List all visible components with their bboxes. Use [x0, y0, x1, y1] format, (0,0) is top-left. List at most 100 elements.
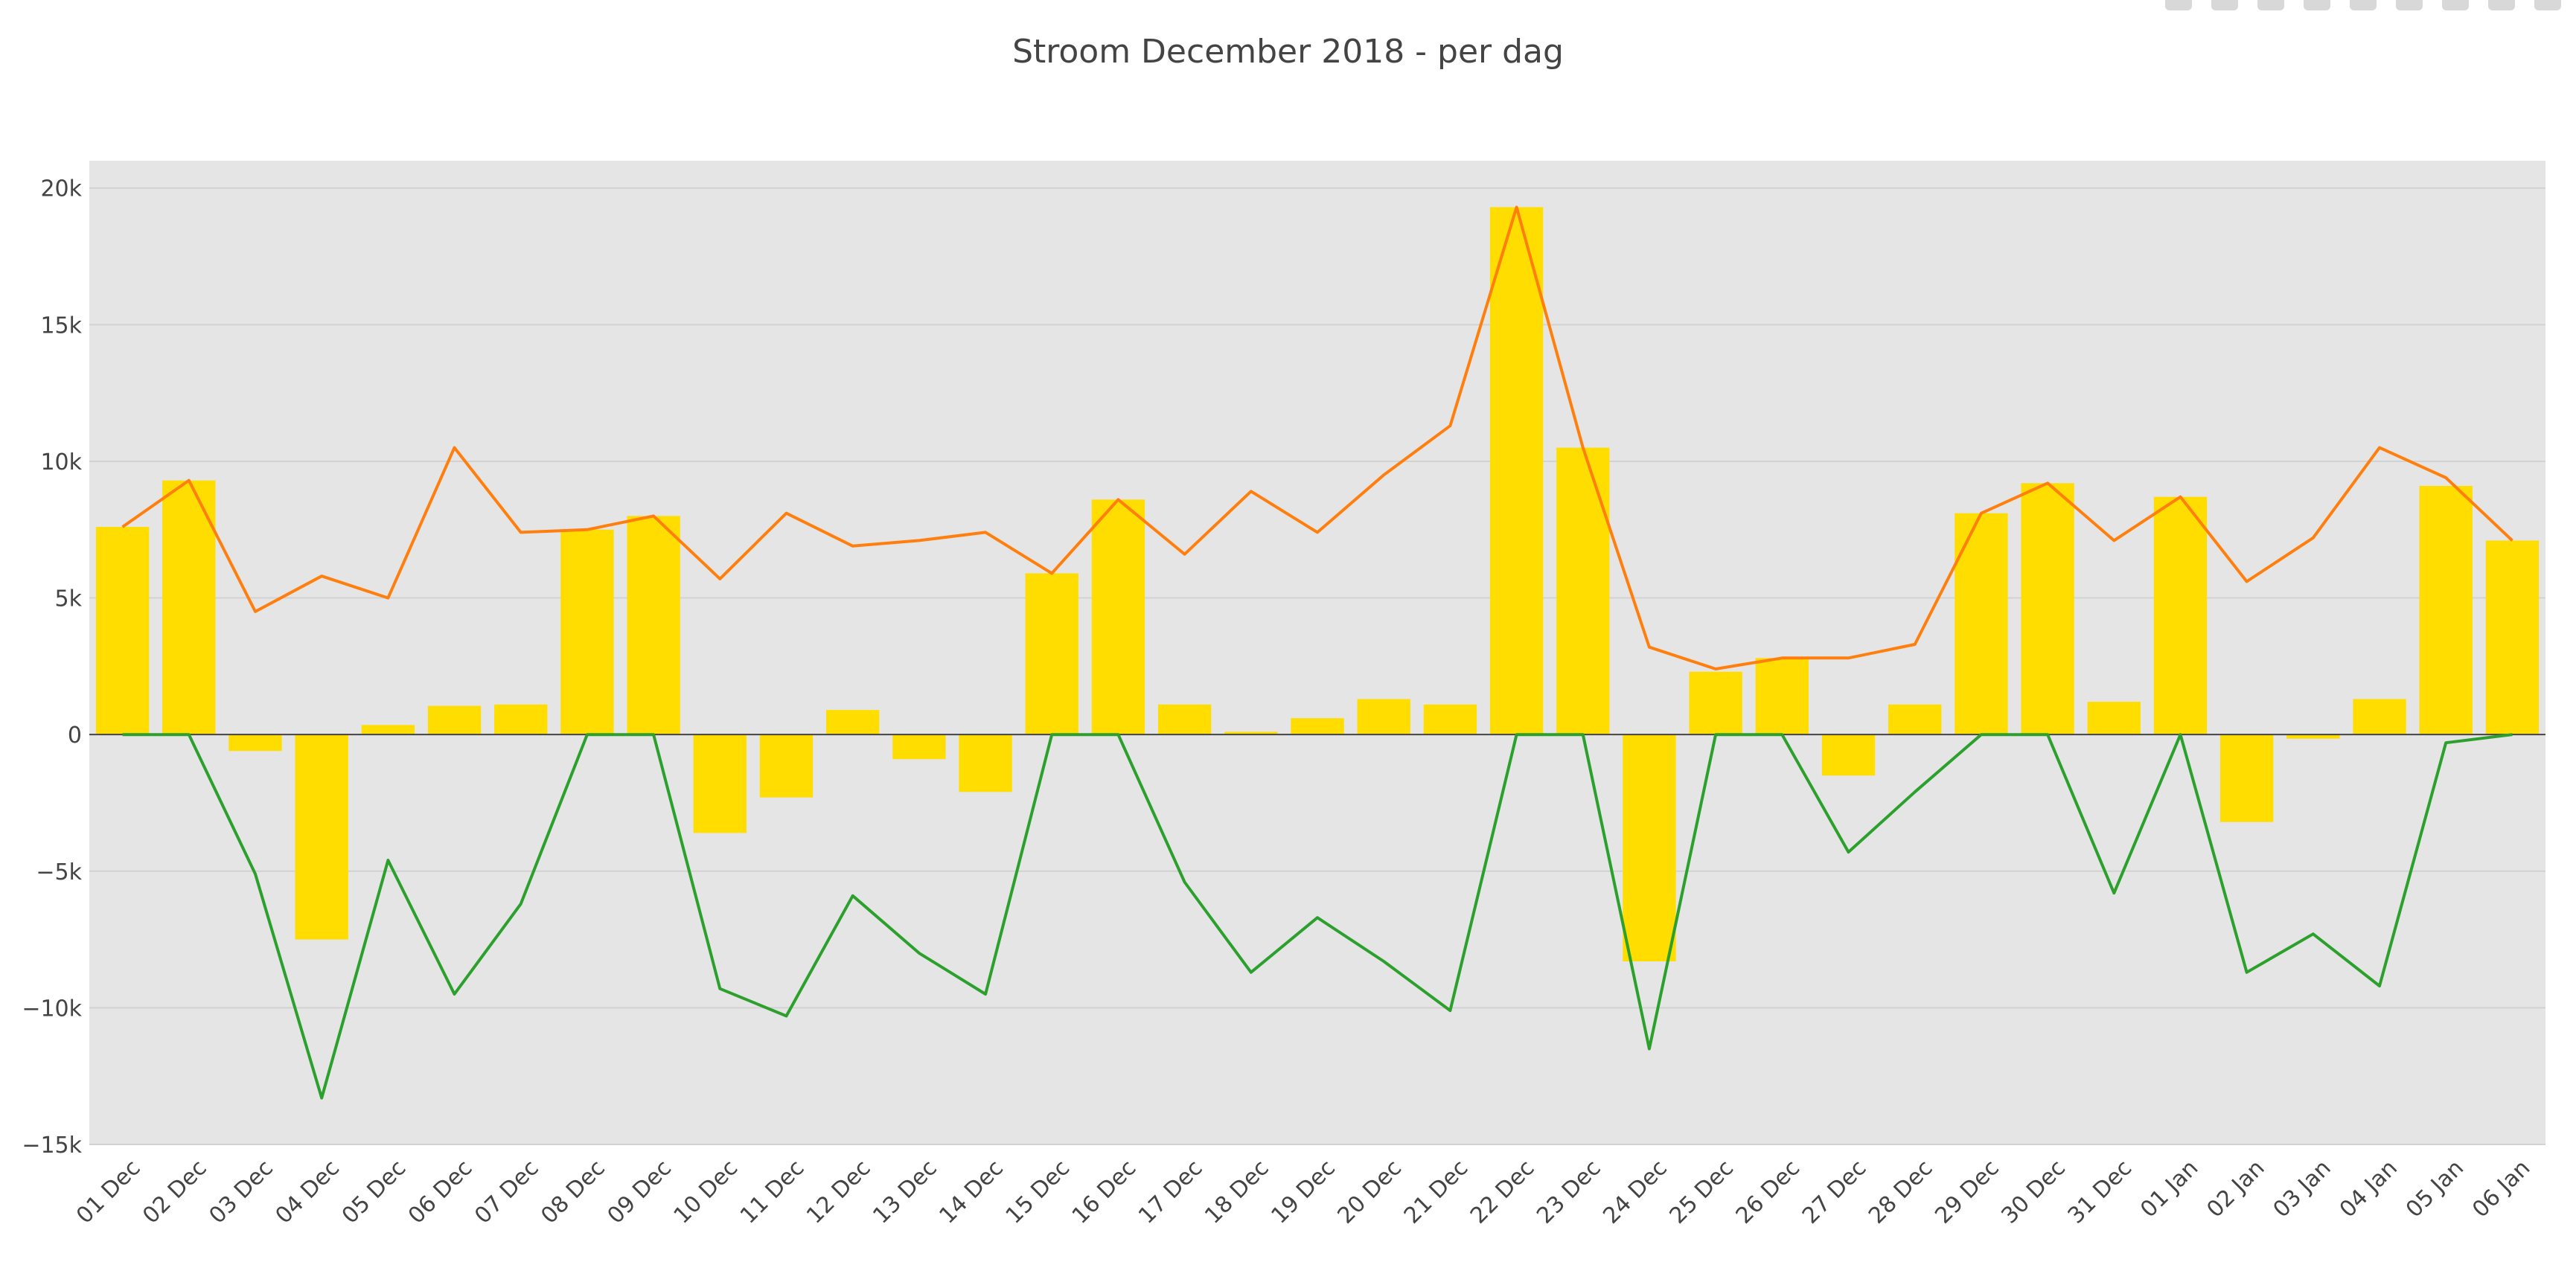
bar[interactable] [1888, 704, 1942, 735]
x-tick-label: 28 Dec [1864, 1155, 1938, 1229]
y-tick-label: −15k [22, 1133, 82, 1159]
x-tick-label: 11 Dec [735, 1155, 810, 1229]
bar[interactable] [2021, 483, 2074, 735]
x-tick-label: 06 Dec [403, 1155, 478, 1229]
x-tick-label: 02 Jan [2202, 1155, 2269, 1223]
x-tick-label: 05 Dec [337, 1155, 412, 1229]
zoom-icon[interactable] [2211, 0, 2238, 10]
bar[interactable] [2087, 702, 2141, 735]
x-tick-label: 08 Dec [536, 1155, 610, 1229]
bar[interactable] [1423, 704, 1477, 735]
x-tick-label: 01 Jan [2135, 1155, 2203, 1223]
bar[interactable] [1689, 671, 1742, 735]
x-tick-label: 07 Dec [470, 1155, 544, 1229]
x-tick-label: 23 Dec [1532, 1155, 1606, 1229]
x-tick-label: 24 Dec [1598, 1155, 1672, 1229]
x-tick-label: 04 Dec [271, 1155, 345, 1229]
bar[interactable] [1955, 513, 2008, 735]
zoom-in-icon[interactable] [2396, 0, 2423, 10]
x-tick-label: 04 Jan [2335, 1155, 2403, 1223]
chart-title: Stroom December 2018 - per dag [1012, 33, 1564, 71]
x-tick-label: 18 Dec [1200, 1155, 1274, 1229]
bar[interactable] [560, 529, 614, 735]
bar[interactable] [2286, 734, 2340, 739]
y-tick-label: 10k [40, 449, 82, 475]
x-tick-label: 06 Jan [2467, 1155, 2535, 1223]
bar[interactable] [1025, 573, 1078, 735]
bar[interactable] [1556, 447, 1610, 735]
zoom-out-icon[interactable] [2442, 0, 2469, 10]
bar[interactable] [228, 734, 282, 752]
bar[interactable] [2353, 699, 2406, 735]
bar[interactable] [759, 734, 814, 798]
bar[interactable] [1357, 699, 1410, 735]
bar[interactable] [627, 516, 680, 735]
y-tick-label: 20k [40, 176, 82, 202]
bar[interactable] [1623, 734, 1676, 961]
bar[interactable] [2419, 485, 2473, 735]
reset-axes-icon[interactable] [2534, 0, 2561, 10]
x-tick-label: 17 Dec [1134, 1155, 1208, 1229]
x-tick-label: 05 Jan [2401, 1155, 2469, 1223]
bar[interactable] [892, 734, 946, 760]
bar[interactable] [959, 734, 1012, 792]
bar[interactable] [826, 710, 880, 735]
bar[interactable] [1091, 499, 1145, 735]
bar[interactable] [1157, 704, 1212, 735]
bar[interactable] [1489, 207, 1544, 735]
x-tick-label: 09 Dec [602, 1155, 677, 1229]
y-tick-label: 0 [68, 723, 82, 749]
series-line[interactable] [122, 733, 2513, 1100]
bar[interactable] [2485, 540, 2540, 735]
box-select-icon[interactable] [2304, 0, 2330, 10]
x-tick-label: 10 Dec [669, 1155, 744, 1229]
x-tick-label: 03 Dec [204, 1155, 278, 1229]
lasso-icon[interactable] [2350, 0, 2377, 10]
line-series [121, 205, 2513, 1100]
y-tick-label: −10k [22, 996, 82, 1022]
x-tick-label: 16 Dec [1067, 1155, 1142, 1229]
bar[interactable] [2153, 496, 2208, 735]
bar[interactable] [1224, 731, 1278, 735]
x-tick-label: 27 Dec [1797, 1155, 1872, 1229]
y-tick-label: 15k [40, 313, 82, 339]
bar[interactable] [2219, 734, 2274, 822]
bar-series [95, 207, 2540, 961]
x-tick-label: 03 Jan [2269, 1155, 2336, 1223]
x-tick-label: 01 Dec [71, 1155, 146, 1229]
x-tick-label: 30 Dec [1996, 1155, 2071, 1229]
series-line[interactable] [121, 205, 2513, 670]
x-tick-label: 20 Dec [1333, 1155, 1407, 1229]
grid [89, 187, 2545, 1145]
bar[interactable] [693, 734, 747, 833]
bar[interactable] [95, 527, 150, 735]
x-tick-label: 25 Dec [1665, 1155, 1739, 1229]
bar[interactable] [494, 704, 548, 735]
camera-icon[interactable] [2165, 0, 2192, 10]
x-tick-label: 26 Dec [1731, 1155, 1806, 1229]
y-tick-label: 5k [55, 586, 83, 612]
x-tick-label: 13 Dec [868, 1155, 942, 1229]
bar[interactable] [162, 480, 216, 735]
x-tick-label: 22 Dec [1466, 1155, 1540, 1229]
bar[interactable] [1291, 718, 1344, 735]
bar[interactable] [361, 725, 415, 735]
y-tick-label: −5k [36, 859, 82, 885]
autoscale-icon[interactable] [2488, 0, 2515, 10]
x-tick-label: 12 Dec [802, 1155, 876, 1229]
x-tick-label: 31 Dec [2063, 1155, 2138, 1229]
modebar [2165, 0, 2561, 12]
bar[interactable] [1821, 734, 1876, 776]
bar[interactable] [295, 734, 348, 940]
x-tick-label: 19 Dec [1266, 1155, 1340, 1229]
y-axis: −15k −10k −5k 0 5k 10k 15k 20k [22, 176, 82, 1159]
bar[interactable] [1755, 658, 1809, 735]
bar[interactable] [427, 705, 482, 735]
x-tick-label: 29 Dec [1930, 1155, 2004, 1229]
pan-icon[interactable] [2257, 0, 2284, 10]
x-tick-label: 02 Dec [138, 1155, 212, 1229]
x-tick-label: 15 Dec [1001, 1155, 1076, 1229]
x-tick-label: 21 Dec [1399, 1155, 1474, 1229]
